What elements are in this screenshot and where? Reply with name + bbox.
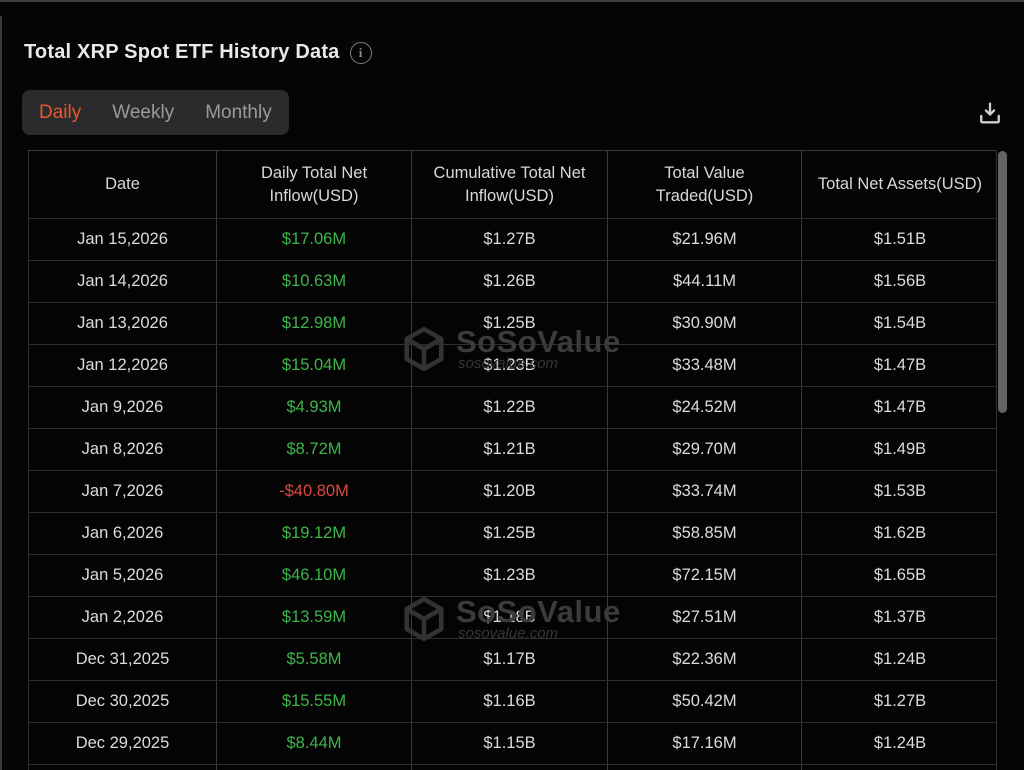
cumulative-net-inflow-cell: $1.15B: [412, 723, 608, 764]
daily-net-inflow-cell: $46.10M: [217, 555, 412, 596]
tab-monthly[interactable]: Monthly: [205, 101, 272, 123]
table-row: Jan 12,2026 $15.04M $1.23B $33.48M $1.47…: [29, 345, 996, 387]
cumulative-net-inflow-cell: $1.16B: [412, 681, 608, 722]
page-title: Total XRP Spot ETF History Data: [24, 41, 340, 63]
daily-net-inflow-cell: $17.06M: [217, 219, 412, 260]
value-traded-cell: $33.74M: [608, 471, 802, 512]
table-row: Dec 30,2025 $15.55M $1.16B $50.42M $1.27…: [29, 681, 996, 723]
cumulative-net-inflow-cell: $1.21B: [412, 429, 608, 470]
title-row: Total XRP Spot ETF History Data i: [24, 41, 372, 64]
date-cell: Jan 2,2026: [29, 597, 217, 638]
daily-net-inflow-cell: $10.63M: [217, 261, 412, 302]
table-row: Jan 7,2026 -$40.80M $1.20B $33.74M $1.53…: [29, 471, 996, 513]
table-row: Dec 29,2025 $8.44M $1.15B $17.16M $1.24B: [29, 723, 996, 765]
net-assets-cell: $1.24B: [873, 734, 927, 753]
cumulative-net-inflow-cell: $1.22B: [412, 387, 608, 428]
cumulative-net-inflow-cell: $1.23B: [412, 345, 608, 386]
value-traded-cell: $30.90M: [608, 303, 802, 344]
net-assets-cell: $1.65B: [873, 566, 927, 585]
value-traded-cell: $27.51M: [608, 597, 802, 638]
value-traded-cell: $50.42M: [608, 681, 802, 722]
date-cell: Jan 12,2026: [29, 345, 217, 386]
table-row: Dec 31,2025 $5.58M $1.17B $22.36M $1.24B: [29, 639, 996, 681]
tab-weekly[interactable]: Weekly: [112, 101, 175, 123]
table-row: Jan 9,2026 $4.93M $1.22B $24.52M $1.47B: [29, 387, 996, 429]
daily-net-inflow-cell: $12.98M: [217, 303, 412, 344]
table-row: Jan 5,2026 $46.10M $1.23B $72.15M $1.65B: [29, 555, 996, 597]
net-assets-cell: $1.47B: [873, 356, 927, 375]
top-divider: [0, 0, 1024, 2]
net-assets-cell: $1.54B: [873, 314, 927, 333]
cumulative-net-inflow-cell: $1.20B: [412, 471, 608, 512]
date-cell: Jan 9,2026: [29, 387, 217, 428]
scrollbar-thumb[interactable]: [998, 151, 1007, 413]
value-traded-cell: $29.70M: [608, 429, 802, 470]
date-cell: Jan 14,2026: [29, 261, 217, 302]
table-header-row: Date Daily Total Net Inflow(USD) Cumulat…: [29, 151, 996, 219]
value-traded-cell: $22.36M: [608, 639, 802, 680]
net-assets-cell: $1.47B: [873, 398, 927, 417]
column-header-cumulative-net-inflow: Cumulative Total Net Inflow(USD): [412, 151, 608, 218]
value-traded-cell: $17.16M: [608, 723, 802, 764]
left-divider: [0, 16, 2, 770]
date-cell: Jan 13,2026: [29, 303, 217, 344]
date-cell: Dec 30,2025: [29, 681, 217, 722]
net-assets-cell: $1.53B: [873, 482, 927, 501]
cumulative-net-inflow-cell: $1.25B: [412, 513, 608, 554]
net-assets-cell: $1.37B: [873, 608, 927, 627]
info-icon[interactable]: i: [349, 41, 372, 64]
tab-group: Daily Weekly Monthly: [22, 90, 289, 135]
column-header-value-traded: Total Value Traded(USD): [608, 151, 802, 218]
date-cell: Dec 31,2025: [29, 639, 217, 680]
net-assets-cell: $1.49B: [873, 440, 927, 459]
net-assets-cell: $1.51B: [873, 230, 927, 249]
daily-net-inflow-cell: $4.93M: [217, 387, 412, 428]
table-body: Jan 15,2026 $17.06M $1.27B $21.96M $1.51…: [29, 219, 996, 765]
value-traded-cell: $21.96M: [608, 219, 802, 260]
daily-net-inflow-cell: $8.44M: [217, 723, 412, 764]
date-cell: Jan 8,2026: [29, 429, 217, 470]
column-header-date: Date: [29, 151, 217, 218]
etf-history-table: Date Daily Total Net Inflow(USD) Cumulat…: [28, 150, 997, 770]
partial-row: [29, 765, 996, 770]
daily-net-inflow-cell: $19.12M: [217, 513, 412, 554]
cumulative-net-inflow-cell: $1.27B: [412, 219, 608, 260]
value-traded-cell: $44.11M: [608, 261, 802, 302]
download-icon: [980, 102, 1000, 124]
download-button[interactable]: [973, 96, 1007, 130]
cumulative-net-inflow-cell: $1.18B: [412, 597, 608, 638]
date-cell: Jan 15,2026: [29, 219, 217, 260]
cumulative-net-inflow-cell: $1.17B: [412, 639, 608, 680]
table-row: Jan 13,2026 $12.98M $1.25B $30.90M $1.54…: [29, 303, 996, 345]
date-cell: Jan 5,2026: [29, 555, 217, 596]
daily-net-inflow-cell: $13.59M: [217, 597, 412, 638]
value-traded-cell: $24.52M: [608, 387, 802, 428]
daily-net-inflow-cell: $5.58M: [217, 639, 412, 680]
net-assets-cell: $1.56B: [873, 272, 927, 291]
table-row: Jan 8,2026 $8.72M $1.21B $29.70M $1.49B: [29, 429, 996, 471]
cumulative-net-inflow-cell: $1.23B: [412, 555, 608, 596]
daily-net-inflow-cell: $8.72M: [217, 429, 412, 470]
table-row: Jan 6,2026 $19.12M $1.25B $58.85M $1.62B: [29, 513, 996, 555]
net-assets-cell: $1.27B: [873, 692, 927, 711]
tab-daily[interactable]: Daily: [39, 101, 82, 123]
value-traded-cell: $72.15M: [608, 555, 802, 596]
net-assets-cell: $1.62B: [873, 524, 927, 543]
table-row: Jan 2,2026 $13.59M $1.18B $27.51M $1.37B: [29, 597, 996, 639]
net-assets-cell: $1.24B: [873, 650, 927, 669]
value-traded-cell: $58.85M: [608, 513, 802, 554]
table-row: Jan 15,2026 $17.06M $1.27B $21.96M $1.51…: [29, 219, 996, 261]
table-row: Jan 14,2026 $10.63M $1.26B $44.11M $1.56…: [29, 261, 996, 303]
date-cell: Jan 6,2026: [29, 513, 217, 554]
daily-net-inflow-cell: -$40.80M: [217, 471, 412, 512]
column-header-net-assets: Total Net Assets(USD): [817, 175, 983, 194]
daily-net-inflow-cell: $15.04M: [217, 345, 412, 386]
column-header-daily-net-inflow: Daily Total Net Inflow(USD): [217, 151, 412, 218]
value-traded-cell: $33.48M: [608, 345, 802, 386]
daily-net-inflow-cell: $15.55M: [217, 681, 412, 722]
cumulative-net-inflow-cell: $1.25B: [412, 303, 608, 344]
date-cell: Dec 29,2025: [29, 723, 217, 764]
date-cell: Jan 7,2026: [29, 471, 217, 512]
cumulative-net-inflow-cell: $1.26B: [412, 261, 608, 302]
